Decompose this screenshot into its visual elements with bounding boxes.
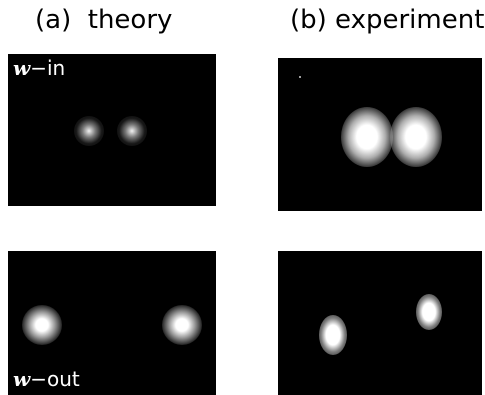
theory-w-out-spot-right [162, 305, 202, 345]
noise-speck [299, 76, 301, 78]
theory-w-in-spot-left [74, 116, 104, 146]
theory-w-in-panel: w−in [8, 54, 216, 206]
column-a-title: (a) theory [35, 5, 173, 35]
experiment-w-in-spot-left [341, 107, 393, 167]
experiment-w-out-panel [278, 251, 482, 395]
experiment-w-out-spot-right [416, 294, 442, 330]
theory-w-in-spot-right [117, 116, 147, 146]
experiment-w-in-panel [278, 58, 482, 211]
w-in-label-suffix: −in [30, 56, 66, 80]
w-in-label-symbol: w [13, 56, 31, 80]
experiment-w-in-spot-right [390, 107, 442, 167]
column-b-title: (b) experiment [290, 5, 485, 35]
theory-w-out-panel: w−out [8, 251, 216, 395]
w-out-label-symbol: w [13, 367, 31, 391]
theory-w-out-spot-left [22, 305, 62, 345]
w-out-label-suffix: −out [30, 367, 80, 391]
w-out-label: w−out [13, 369, 80, 389]
experiment-w-out-spot-left [319, 315, 347, 355]
w-in-label: w−in [13, 58, 65, 78]
